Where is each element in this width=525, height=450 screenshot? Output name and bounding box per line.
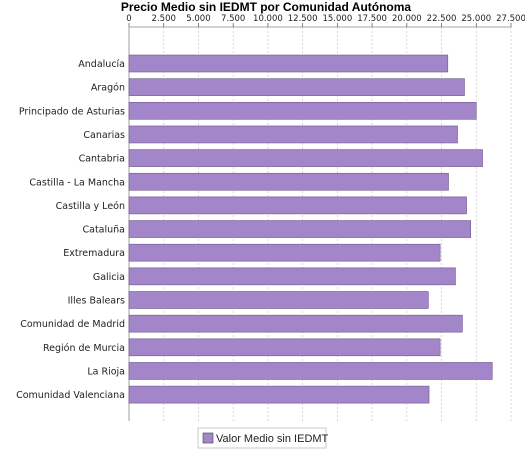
category-label: Illes Balears — [68, 296, 125, 307]
category-label: Cantabria — [79, 154, 125, 165]
bar — [128, 338, 441, 357]
x-tick-label: 22.500 — [427, 14, 457, 24]
x-tick-label: 0 — [126, 14, 131, 24]
bar — [128, 196, 467, 215]
category-label: Principado de Asturias — [19, 106, 125, 117]
bar — [128, 243, 441, 262]
x-tick-label: 17.500 — [357, 14, 387, 24]
category-label: Castilla y León — [56, 201, 125, 212]
bar — [128, 172, 449, 191]
bar — [128, 125, 458, 144]
legend-label: Valor Medio sin IEDMT — [216, 433, 329, 445]
category-label: Aragón — [91, 83, 125, 94]
x-tick-label: 10.000 — [253, 14, 283, 24]
category-labels: Andalucía Aragón Principado de Asturias Can… — [16, 59, 125, 401]
bar — [128, 54, 449, 73]
category-label: Extremadura — [63, 248, 125, 259]
category-label: Comunidad Valenciana — [16, 390, 125, 401]
x-tick-label: 20.000 — [392, 14, 422, 24]
bar — [128, 291, 429, 309]
bar — [128, 314, 463, 333]
x-tick-label: 15.000 — [322, 14, 352, 24]
bars — [128, 54, 493, 404]
bar — [128, 362, 493, 380]
category-label: Cataluña — [82, 225, 125, 236]
category-label: La Rioja — [87, 366, 125, 377]
legend-swatch — [202, 432, 214, 444]
x-tick-label: 2.500 — [152, 14, 176, 24]
category-label: Castilla - La Mancha — [29, 177, 125, 188]
category-label: Región de Murcia — [43, 343, 125, 354]
bar — [128, 102, 477, 120]
legend-border — [197, 427, 327, 449]
chart-title: Precio Medio sin IEDMT por Comunidad Aut… — [121, 0, 412, 14]
bar — [128, 220, 472, 238]
category-label: Galicia — [93, 272, 125, 283]
x-tick-label: 27.500 — [496, 14, 525, 24]
legend: Valor Medio sin IEDMT — [197, 427, 329, 449]
category-label: Canarias — [83, 130, 125, 141]
bar — [128, 267, 456, 286]
category-label: Comunidad de Madrid — [20, 319, 125, 330]
x-tick-label: 25.000 — [461, 14, 491, 24]
x-tick-label: 5.000 — [186, 14, 210, 24]
x-tick-label: 7.500 — [221, 14, 245, 24]
bar — [128, 385, 430, 404]
category-label: Andalucía — [78, 59, 125, 70]
bar — [128, 149, 483, 167]
bar — [128, 78, 465, 96]
top-axis: 0 2.500 5.000 7.500 10.000 12.500 15.000 17.500… — [126, 14, 525, 421]
x-tick-label: 12.500 — [288, 14, 318, 24]
